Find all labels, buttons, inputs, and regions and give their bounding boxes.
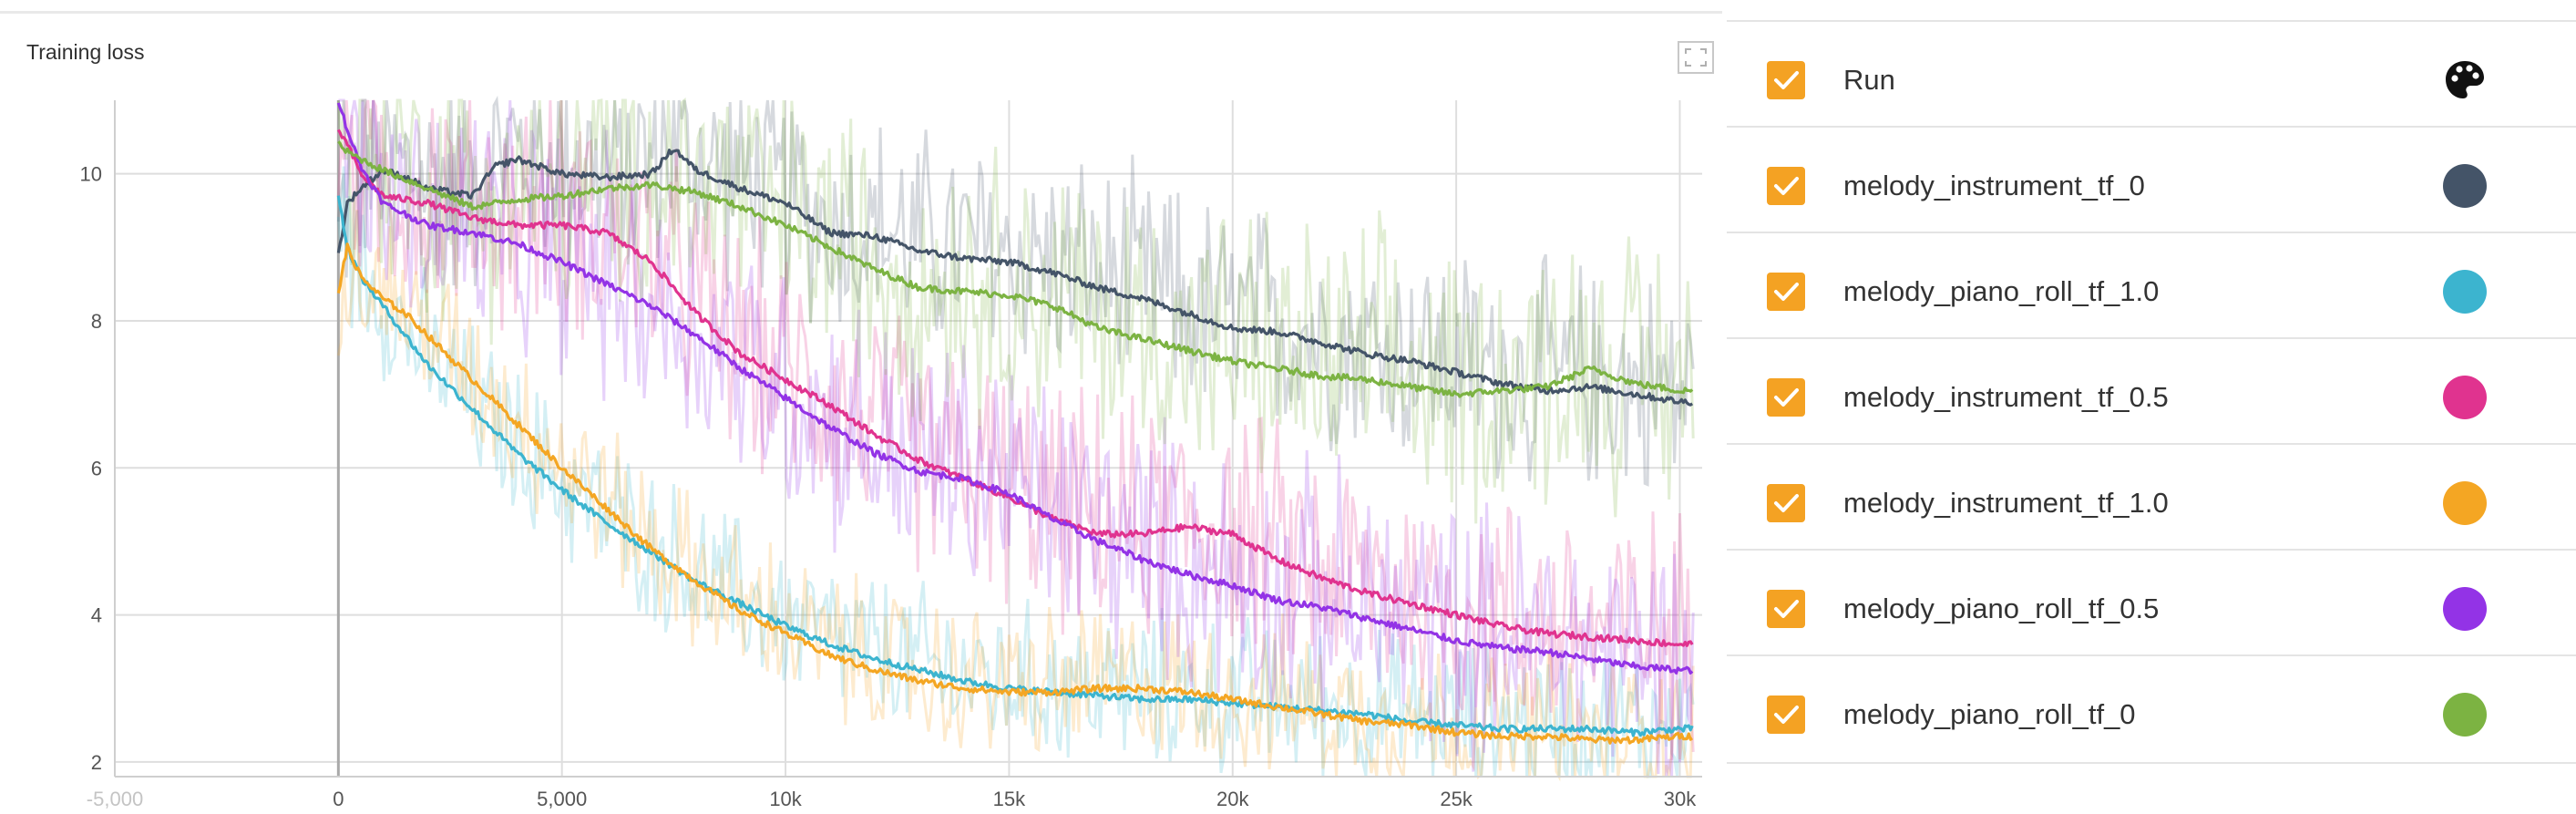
series-line[interactable]: [336, 102, 1694, 675]
run-label: melody_instrument_tf_0.5: [1843, 381, 2169, 413]
y-tick-label: 4: [91, 604, 102, 627]
top-divider: [0, 11, 1722, 14]
run-checkbox[interactable]: [1767, 167, 1805, 205]
run-color-swatch[interactable]: [2443, 376, 2487, 419]
fullscreen-button[interactable]: [1678, 41, 1714, 74]
run-color-swatch[interactable]: [2443, 270, 2487, 314]
x-tick-label: -5,000: [87, 788, 143, 810]
run-color-swatch[interactable]: [2443, 693, 2487, 737]
x-tick-label: 0: [333, 788, 344, 810]
smoothed-series-lines: [336, 102, 1694, 745]
fullscreen-icon: [1678, 41, 1714, 74]
check-icon: [1774, 177, 1799, 195]
run-label: melody_instrument_tf_0: [1843, 170, 2145, 201]
y-tick-label: 6: [91, 457, 102, 479]
select-all-checkbox[interactable]: [1767, 61, 1805, 99]
legend-header-row: Run: [1727, 20, 2576, 128]
loss-line-chart[interactable]: 2 4 6 8 10 -5,000 0 5,000 10k 15k 20k 25k 30k: [0, 0, 1722, 814]
check-icon: [1774, 494, 1799, 512]
run-color-swatch[interactable]: [2443, 587, 2487, 631]
x-tick-label: 15k: [993, 788, 1026, 810]
raw-trace: [338, 98, 1695, 778]
chart-card: Training loss 2 4 6 8 10 -5,000 0 5,000 10k 15k 20…: [0, 0, 1722, 814]
run-color-swatch[interactable]: [2443, 164, 2487, 208]
run-label: melody_piano_roll_tf_1.0: [1843, 275, 2160, 307]
run-checkbox[interactable]: [1767, 484, 1805, 522]
check-icon: [1774, 283, 1799, 301]
check-icon: [1774, 71, 1799, 89]
legend-row[interactable]: melody_instrument_tf_0.5: [1727, 337, 2576, 445]
run-color-swatch[interactable]: [2443, 481, 2487, 525]
palette-icon[interactable]: [2443, 58, 2487, 102]
run-checkbox[interactable]: [1767, 273, 1805, 311]
check-icon: [1774, 600, 1799, 618]
run-label: melody_instrument_tf_1.0: [1843, 487, 2169, 519]
x-tick-label: 25k: [1440, 788, 1473, 810]
run-checkbox[interactable]: [1767, 590, 1805, 628]
run-checkbox[interactable]: [1767, 696, 1805, 734]
check-icon: [1774, 706, 1799, 724]
x-tick-label: 5,000: [537, 788, 587, 810]
y-tick-label: 2: [91, 751, 102, 774]
run-checkbox[interactable]: [1767, 378, 1805, 417]
y-tick-label: 8: [91, 310, 102, 333]
legend-row[interactable]: melody_instrument_tf_0: [1727, 126, 2576, 233]
runs-legend: Run melody_instrument_tf_0 melody_piano_r…: [1727, 0, 2576, 814]
x-tick-label: 30k: [1664, 788, 1697, 810]
legend-row[interactable]: melody_piano_roll_tf_0.5: [1727, 549, 2576, 656]
chart-title: Training loss: [26, 40, 145, 64]
raw-trace: [336, 97, 1695, 524]
x-tick-label: 20k: [1216, 788, 1249, 810]
series-line[interactable]: [336, 129, 1694, 647]
raw-trace: [336, 166, 1695, 778]
run-label: melody_piano_roll_tf_0: [1843, 698, 2136, 730]
check-icon: [1774, 388, 1799, 407]
raw-trace: [336, 210, 1695, 782]
legend-row[interactable]: melody_piano_roll_tf_1.0: [1727, 232, 2576, 339]
legend-row[interactable]: melody_piano_roll_tf_0: [1727, 654, 2576, 764]
tick-labels: 2 4 6 8 10 -5,000 0 5,000 10k 15k 20k 25k 30k: [80, 163, 1698, 810]
y-tick-label: 10: [80, 163, 102, 186]
series-line[interactable]: [336, 149, 1694, 407]
x-tick-label: 10k: [769, 788, 802, 810]
raw-noise-traces: [336, 95, 1695, 782]
legend-header-label: Run: [1843, 64, 1895, 96]
legend-row[interactable]: melody_instrument_tf_1.0: [1727, 443, 2576, 551]
series-line[interactable]: [336, 242, 1694, 745]
series-line[interactable]: [337, 140, 1694, 398]
axes: [114, 100, 1702, 778]
run-label: melody_piano_roll_tf_0.5: [1843, 592, 2160, 624]
